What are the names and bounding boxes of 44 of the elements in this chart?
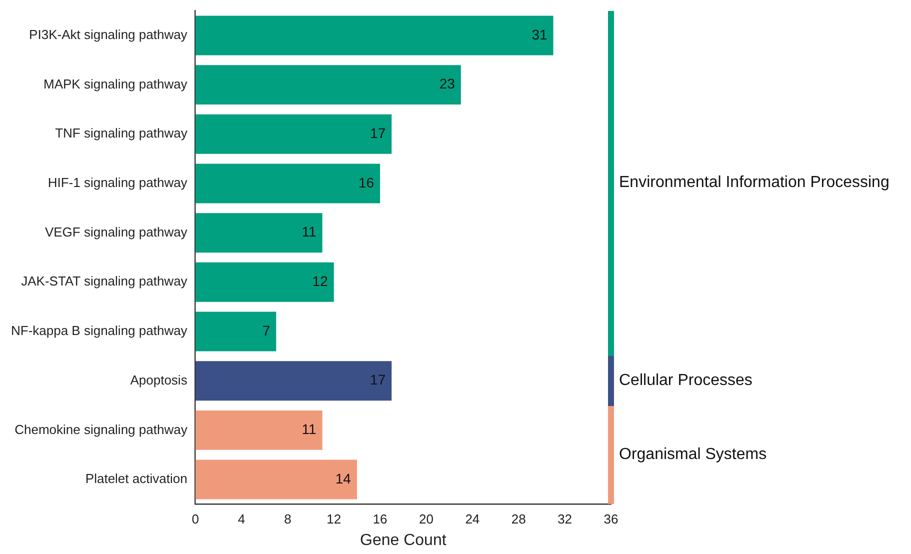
x-tick-label: 20 — [419, 512, 434, 527]
y-tick-label: HIF-1 signaling pathway — [48, 175, 188, 190]
data-label: 12 — [312, 273, 328, 290]
bar — [195, 361, 392, 401]
y-tick-label: VEGF signaling pathway — [44, 224, 188, 240]
bar — [195, 213, 322, 253]
bar — [195, 410, 322, 450]
bar — [195, 114, 392, 154]
y-tick-label: Chemokine signaling pathway — [14, 422, 188, 437]
text: Organismal Systems — [619, 446, 767, 464]
y-tick-label: MAPK signaling pathway — [44, 76, 188, 92]
y-tick-label: JAK-STAT signaling pathway — [21, 274, 188, 289]
data-label: 7 — [262, 322, 270, 338]
x-tick-label: 0 — [192, 512, 199, 527]
bar — [195, 262, 334, 302]
data-label: 17 — [370, 125, 386, 142]
bar — [195, 312, 276, 352]
x-tick-label: 12 — [326, 512, 342, 527]
bar — [195, 460, 357, 500]
text: Cellular Processes — [619, 372, 752, 390]
data-label: 23 — [439, 76, 456, 92]
x-tick-label: 32 — [558, 512, 572, 527]
data-label: 31 — [532, 26, 548, 42]
y-tick-label: Apoptosis — [130, 372, 188, 388]
data-label: 11 — [302, 224, 317, 240]
y-tick-label: TNF signaling pathway — [55, 126, 188, 141]
x-axis-title: Gene Count — [360, 532, 447, 549]
bar — [195, 164, 380, 204]
x-tick-label: 4 — [238, 512, 246, 527]
x-tick-label: 24 — [465, 512, 480, 527]
x-tick-label: 28 — [511, 512, 526, 527]
x-tick-label: 36 — [604, 512, 618, 527]
data-label: 17 — [370, 372, 386, 388]
y-tick-label: NF-kappa B signaling pathway — [10, 323, 188, 338]
x-tick-label: 16 — [372, 512, 388, 527]
bar — [195, 65, 461, 105]
data-label: 11 — [302, 421, 317, 438]
data-label: 16 — [358, 174, 374, 190]
x-tick-label: 8 — [284, 512, 292, 527]
data-label: 14 — [335, 470, 352, 486]
y-tick-label: PI3K-Akt signaling pathway — [29, 27, 188, 42]
bar — [195, 16, 554, 56]
y-tick-label: Platelet activation — [85, 471, 188, 486]
text: Environmental Information Processing — [619, 174, 890, 192]
